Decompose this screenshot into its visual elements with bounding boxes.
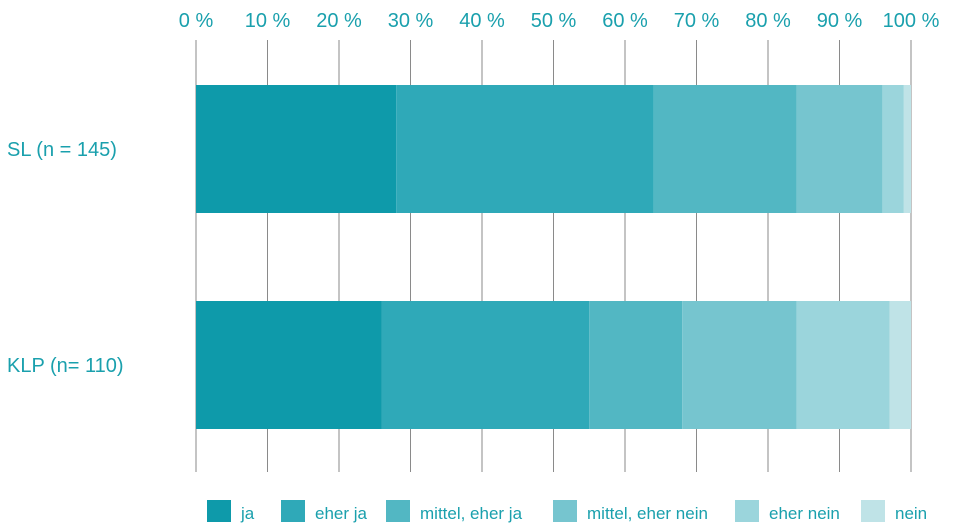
x-tick-label: 30 % [388,10,434,32]
x-tick-label: 50 % [531,10,577,32]
x-tick-label: 70 % [674,10,720,32]
legend-item: nein [861,500,927,523]
x-tick-label: 10 % [245,10,291,32]
category-label: SL (n = 145) [7,139,117,161]
legend-item: eher ja [281,500,368,523]
bar-segment [903,85,911,213]
bar-segment [653,85,797,213]
legend-item: mittel, eher nein [553,500,708,523]
legend-item: eher nein [735,500,840,523]
bar-segment [589,301,683,429]
x-tick-label: 100 % [883,10,940,32]
x-tick-label: 0 % [179,10,214,32]
legend-label: nein [895,504,927,523]
x-axis-ticks: 0 % 10 % 20 % 30 % 40 % 50 % 60 % 70 % 80 % 90 % 1… [179,10,940,32]
x-tick-label: 80 % [745,10,791,32]
x-tick-label: 20 % [316,10,362,32]
legend-swatch [386,500,410,522]
legend-swatch [281,500,305,522]
bar-segment [796,85,883,213]
legend-swatch [553,500,577,522]
bar-segment [196,301,382,429]
bars [196,85,911,429]
legend: ja eher ja mittel, eher ja mittel, eher nei… [207,500,927,523]
legend-label: mittel, eher nein [587,504,708,523]
x-tick-label: 90 % [817,10,863,32]
legend-item: ja [207,500,255,523]
bar-segment [381,301,590,429]
legend-swatch [735,500,759,522]
bar-segment [882,85,904,213]
legend-label: eher ja [315,504,368,523]
category-labels: SL (n = 145) KLP (n= 110) [7,139,124,377]
legend-item: mittel, eher ja [386,500,523,523]
bar-segment [196,85,397,213]
bar-segment [889,301,911,429]
bar-segment [396,85,654,213]
category-label: KLP (n= 110) [7,355,124,377]
bar-segment [796,301,890,429]
x-tick-label: 60 % [602,10,648,32]
legend-label: mittel, eher ja [420,504,523,523]
legend-label: ja [240,504,255,523]
legend-label: eher nein [769,504,840,523]
legend-swatch [207,500,231,522]
bar-segment [682,301,797,429]
x-tick-label: 40 % [459,10,505,32]
legend-swatch [861,500,885,522]
